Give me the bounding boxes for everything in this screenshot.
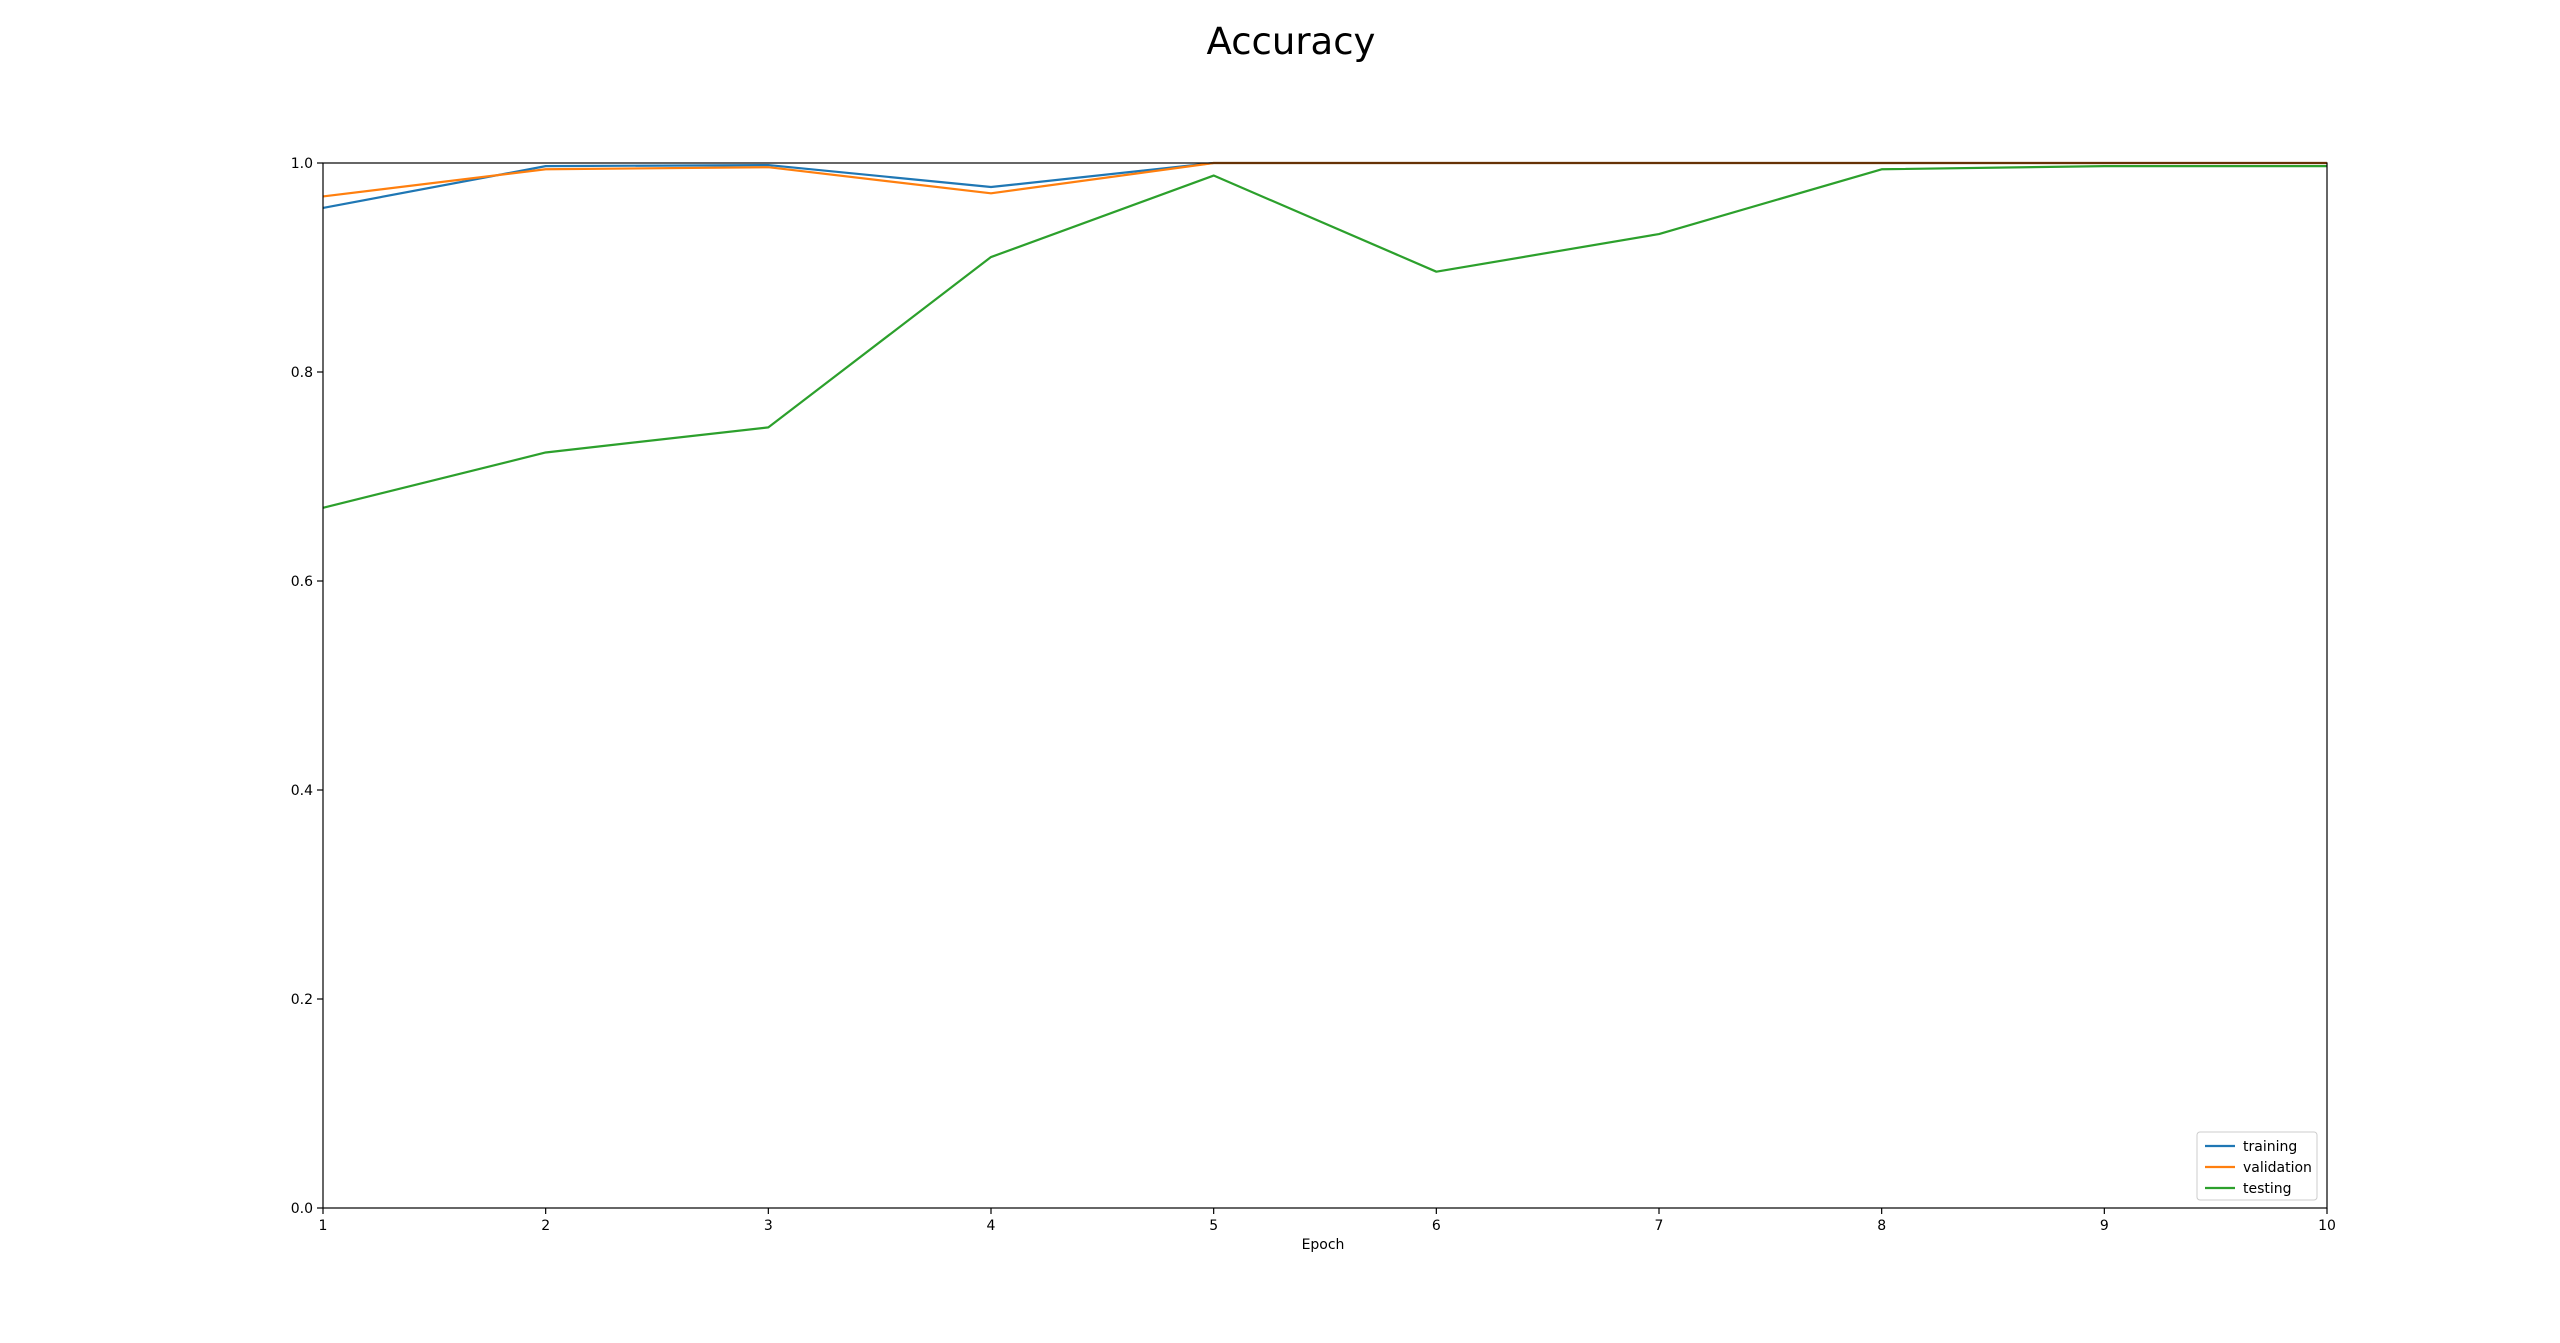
x-axis-label: Epoch (1302, 1237, 1345, 1253)
legend-entry-validation: validation (2243, 1160, 2312, 1176)
x-tick-label: 10 (2318, 1218, 2336, 1234)
series-line-training (322, 161, 2327, 210)
y-tick-label: 0.0 (291, 1201, 313, 1217)
x-tick-label: 4 (987, 1218, 996, 1234)
y-tick-label: 0.6 (291, 574, 313, 590)
series-line-testing (322, 165, 2327, 509)
x-tick-label: 9 (2100, 1218, 2109, 1234)
legend-box (2196, 1131, 2318, 1201)
y-tick-label: 0.4 (291, 783, 313, 799)
series-layer (322, 161, 2327, 509)
x-tick-label: 2 (541, 1218, 550, 1234)
y-tick-label: 1.0 (291, 156, 313, 172)
legend: training validation testing (2196, 1131, 2318, 1201)
x-tick-label: 6 (1432, 1218, 1441, 1234)
chart-title: Accuracy (1207, 20, 1376, 63)
axes-layer: 1 2 3 4 5 6 7 8 9 10 0.0 0.2 0.4 0.6 0.8 1.0 (291, 156, 2336, 1234)
legend-entry-testing: testing (2243, 1181, 2292, 1197)
x-tick-label: 3 (764, 1218, 773, 1234)
x-tick-label: 7 (1655, 1218, 1664, 1234)
x-tick-label: 8 (1877, 1218, 1886, 1234)
x-tick-label: 5 (1209, 1218, 1218, 1234)
legend-entry-training: training (2243, 1139, 2297, 1155)
axes-frame (322, 162, 2328, 1209)
y-tick-label: 0.2 (291, 992, 313, 1008)
y-tick-label: 0.8 (291, 365, 313, 381)
x-tick-label: 1 (319, 1218, 328, 1234)
